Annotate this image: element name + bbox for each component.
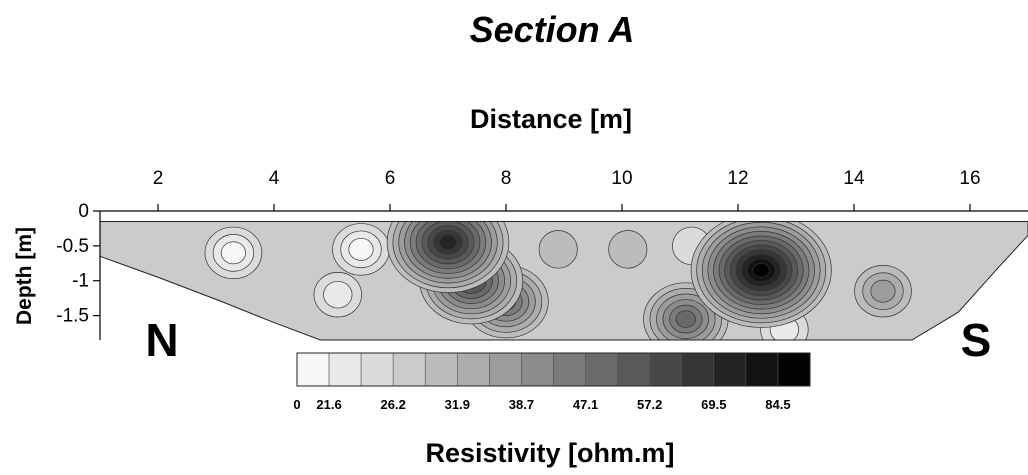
y-tick-label: -1 <box>72 271 89 292</box>
colorbar-tick-label: 84.5 <box>765 397 790 412</box>
colorbar-tick-label: 47.1 <box>573 397 598 412</box>
x-axis-ticks: 2 4 6 8 10 12 14 16 <box>153 168 981 211</box>
x-tick-label: 10 <box>611 168 632 189</box>
colorbar-swatch <box>424 352 458 387</box>
contour-ring <box>608 230 648 269</box>
label-north: N <box>145 314 178 366</box>
y-tick-label: -1.5 <box>56 306 89 327</box>
colorbar-swatch <box>457 352 490 387</box>
colorbar-ticks: 0 21.6 26.2 31.9 38.7 47.1 57.2 69.5 84.5 <box>293 397 790 412</box>
colorbar-swatch <box>360 352 394 387</box>
colorbar-swatch <box>745 352 779 387</box>
colorbar-tick-label: 21.6 <box>316 397 341 412</box>
colorbar-swatch <box>296 352 330 387</box>
y-axis-label: Depth [m] <box>13 227 36 325</box>
colorbar-swatch <box>713 352 747 387</box>
contour-ring <box>870 279 896 303</box>
colorbar-swatch <box>585 352 618 387</box>
colorbar-swatch <box>649 352 683 387</box>
contour-ring <box>438 234 458 250</box>
x-tick-label: 2 <box>153 168 164 189</box>
colorbar-swatch <box>777 352 811 387</box>
section-outline <box>99 220 1028 341</box>
x-axis-label: Distance [m] <box>470 104 632 134</box>
colorbar-tick-label: 26.2 <box>381 397 406 412</box>
y-axis-ticks: 0 -0.5 -1 -1.5 <box>56 201 100 327</box>
x-tick-label: 8 <box>501 168 512 189</box>
colorbar-tick-label: 31.9 <box>445 397 470 412</box>
chart-title: Section A <box>470 9 635 50</box>
x-tick-label: 12 <box>727 168 748 189</box>
colorbar <box>296 352 811 387</box>
contour-ring <box>348 237 374 261</box>
label-south: S <box>961 314 992 366</box>
resistivity-section <box>100 221 1028 340</box>
contour-ring <box>323 280 353 309</box>
x-tick-label: 6 <box>385 168 396 189</box>
colorbar-swatch <box>328 352 362 387</box>
colorbar-swatch <box>681 352 715 387</box>
colorbar-swatch <box>392 352 426 387</box>
colorbar-swatch <box>553 352 586 387</box>
contour-ring <box>220 241 246 265</box>
colorbar-swatch <box>617 352 650 387</box>
colorbar-tick-label: 57.2 <box>637 397 662 412</box>
colorbar-tick-label: 69.5 <box>701 397 726 412</box>
colorbar-tick-label: 38.7 <box>509 397 534 412</box>
x-tick-label: 16 <box>959 168 980 189</box>
colorbar-frame <box>296 352 811 387</box>
contour-ring <box>675 310 696 328</box>
colorbar-swatch <box>489 352 522 387</box>
x-tick-label: 4 <box>269 168 280 189</box>
colorbar-tick-label: 0 <box>293 397 300 412</box>
x-tick-label: 14 <box>843 168 865 189</box>
y-tick-label: -0.5 <box>56 236 89 257</box>
contour-ring <box>538 230 578 269</box>
contour-layers <box>100 221 1028 340</box>
colorbar-swatch <box>521 352 554 387</box>
contour-ring <box>752 263 770 278</box>
colorbar-label: Resistivity [ohm.m] <box>425 438 674 468</box>
y-tick-label: 0 <box>78 201 89 222</box>
